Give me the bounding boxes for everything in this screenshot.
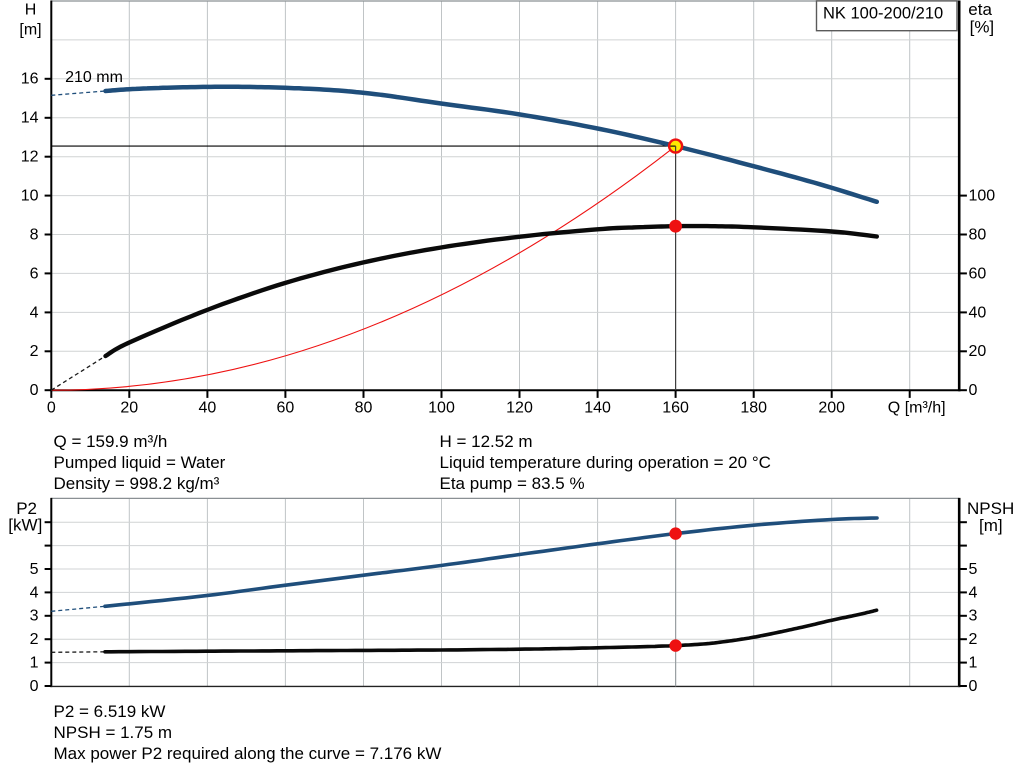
svg-text:Density = 998.2 kg/m³: Density = 998.2 kg/m³: [54, 474, 220, 493]
svg-text:0: 0: [969, 382, 978, 399]
svg-text:210 mm: 210 mm: [65, 69, 123, 86]
svg-text:40: 40: [199, 400, 217, 417]
svg-text:20: 20: [120, 400, 138, 417]
svg-text:160: 160: [662, 400, 689, 417]
svg-text:3: 3: [30, 608, 39, 625]
svg-text:0: 0: [30, 382, 39, 399]
svg-text:[m]: [m]: [19, 21, 41, 38]
svg-text:5: 5: [30, 561, 39, 578]
svg-text:P2: P2: [16, 499, 37, 518]
svg-text:2: 2: [969, 631, 978, 648]
svg-text:NPSH: NPSH: [967, 499, 1014, 518]
svg-text:Q = 159.9 m³/h: Q = 159.9 m³/h: [54, 432, 168, 451]
svg-text:2: 2: [30, 343, 39, 360]
svg-text:2: 2: [30, 631, 39, 648]
svg-text:H: H: [25, 2, 37, 19]
svg-text:NK 100-200/210: NK 100-200/210: [823, 5, 943, 23]
svg-text:Liquid temperature during oper: Liquid temperature during operation = 20…: [440, 453, 771, 472]
svg-text:5: 5: [969, 561, 978, 578]
svg-text:Max power P2 required along th: Max power P2 required along the curve = …: [54, 744, 442, 763]
svg-text:100: 100: [969, 188, 996, 205]
svg-text:P2 = 6.519 kW: P2 = 6.519 kW: [54, 702, 166, 721]
svg-text:NPSH = 1.75 m: NPSH = 1.75 m: [54, 723, 173, 742]
svg-text:16: 16: [21, 71, 39, 88]
svg-text:1: 1: [969, 655, 978, 672]
svg-text:100: 100: [428, 400, 455, 417]
svg-text:60: 60: [277, 400, 295, 417]
svg-text:H = 12.52 m: H = 12.52 m: [440, 432, 533, 451]
svg-text:4: 4: [30, 304, 39, 321]
svg-text:8: 8: [30, 226, 39, 243]
svg-text:140: 140: [584, 400, 611, 417]
svg-text:80: 80: [355, 400, 373, 417]
svg-text:eta: eta: [968, 0, 992, 19]
svg-text:4: 4: [969, 584, 978, 601]
svg-text:[%]: [%]: [970, 18, 995, 37]
svg-text:0: 0: [47, 400, 56, 417]
svg-text:60: 60: [969, 265, 987, 282]
svg-text:[m]: [m]: [979, 516, 1003, 535]
svg-text:1: 1: [30, 655, 39, 672]
svg-text:3: 3: [969, 608, 978, 625]
svg-text:12: 12: [21, 149, 39, 166]
svg-text:0: 0: [30, 678, 39, 695]
svg-text:Q [m³/h]: Q [m³/h]: [888, 400, 946, 417]
svg-text:10: 10: [21, 188, 39, 205]
svg-text:20: 20: [969, 343, 987, 360]
svg-text:Eta pump = 83.5 %: Eta pump = 83.5 %: [440, 474, 585, 493]
svg-text:120: 120: [506, 400, 533, 417]
svg-text:6: 6: [30, 265, 39, 282]
svg-text:200: 200: [818, 400, 845, 417]
svg-text:4: 4: [30, 584, 39, 601]
svg-text:14: 14: [21, 110, 39, 127]
svg-text:40: 40: [969, 304, 987, 321]
svg-text:[kW]: [kW]: [8, 516, 42, 535]
svg-text:Pumped liquid = Water: Pumped liquid = Water: [54, 453, 226, 472]
svg-text:180: 180: [740, 400, 767, 417]
svg-text:0: 0: [969, 678, 978, 695]
svg-text:80: 80: [969, 226, 987, 243]
